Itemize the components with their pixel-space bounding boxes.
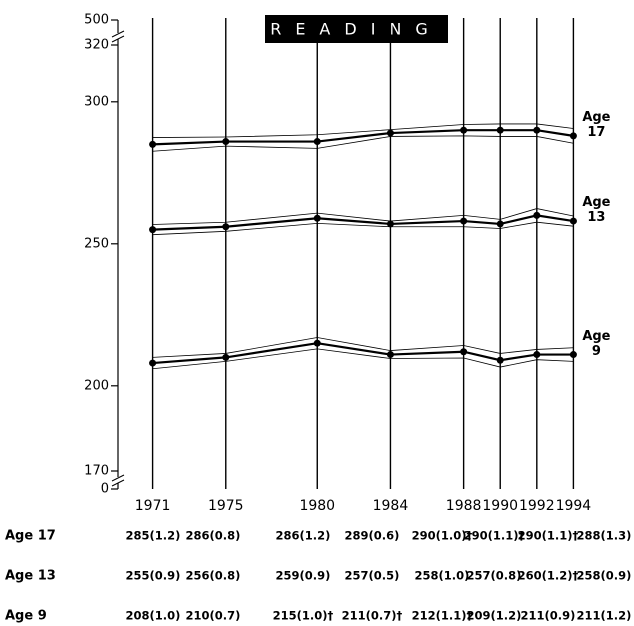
data-point [533, 351, 541, 359]
data-point [533, 211, 541, 219]
x-tick-label: 1971 [135, 498, 171, 514]
data-point [460, 217, 468, 225]
table-cell: 290(1.1)† [518, 529, 579, 543]
table-cell: 290(1.1)† [464, 529, 525, 543]
table-cell: 258(1.0) [415, 569, 470, 583]
axis-break [111, 30, 125, 38]
y-tick-label: 0 [101, 482, 109, 497]
table-cell: 211(0.7)† [342, 609, 403, 623]
confidence-band [152, 348, 574, 370]
data-point [222, 353, 230, 361]
x-tick-label: 1992 [519, 498, 555, 514]
table-cell: 290(1.0)† [412, 529, 473, 543]
table-cell: 211(1.2) [577, 609, 632, 623]
confidence-band [152, 135, 574, 152]
confidence-band [152, 221, 574, 236]
data-point [386, 129, 394, 137]
title-box [265, 15, 448, 43]
axis-break [111, 479, 125, 487]
row-label: Age 17 [5, 529, 56, 544]
data-point [386, 220, 394, 228]
table-cell: 257(0.5) [345, 569, 400, 583]
y-tick-label: 500 [84, 13, 109, 28]
y-tick-label: 300 [84, 94, 109, 109]
x-tick-label: 1994 [556, 498, 592, 514]
table-cell: 286(0.8) [186, 529, 241, 543]
chart-title: READING [270, 20, 442, 39]
table-cell: 256(0.8) [186, 569, 241, 583]
data-point [313, 214, 321, 222]
data-point [569, 351, 577, 359]
data-point [149, 140, 157, 148]
table-cell: 288(1.3) [577, 529, 632, 543]
data-point [149, 359, 157, 367]
table-cell: 285(1.2) [126, 529, 181, 543]
x-tick-label: 1984 [373, 498, 409, 514]
data-point [313, 138, 321, 146]
axis-break [111, 474, 125, 482]
data-point [313, 339, 321, 347]
series-line [152, 129, 574, 146]
data-point [496, 356, 504, 364]
data-point [496, 220, 504, 228]
table-cell: 215(1.0)† [273, 609, 334, 623]
y-tick-label: 200 [84, 378, 109, 393]
x-tick-label: 1980 [299, 498, 335, 514]
data-point [460, 348, 468, 356]
data-point [222, 223, 230, 231]
series-label: Age 13 [582, 195, 611, 226]
series-line [152, 214, 574, 231]
table-cell: 257(0.8) [467, 569, 522, 583]
data-point [222, 138, 230, 146]
confidence-band [152, 337, 574, 358]
data-point [533, 126, 541, 134]
series-label: Age 9 [582, 328, 611, 359]
y-tick-label: 320 [84, 38, 109, 53]
row-label: Age 13 [5, 569, 56, 584]
table-cell: 255(0.9) [126, 569, 181, 583]
x-tick-label: 1988 [446, 498, 482, 514]
data-point [569, 132, 577, 140]
y-tick-label: 170 [84, 464, 109, 479]
data-point [149, 226, 157, 234]
table-cell: 209(1.2) [467, 609, 522, 623]
table-cell: 258(0.9) [577, 569, 632, 583]
series-label: Age 17 [582, 109, 611, 140]
data-point [386, 351, 394, 359]
table-cell: 259(0.9) [276, 569, 331, 583]
series-line [152, 342, 574, 365]
confidence-band [152, 123, 574, 138]
axis-break [111, 35, 125, 43]
row-label: Age 9 [5, 609, 47, 624]
data-point [496, 126, 504, 134]
x-tick-label: 1990 [482, 498, 518, 514]
table-cell: 208(1.0) [126, 609, 181, 623]
table-cell: 210(0.7) [186, 609, 241, 623]
table-cell: 260(1.2)† [518, 569, 579, 583]
table-cell: 212(1.1)† [412, 609, 473, 623]
x-tick-label: 1975 [208, 498, 244, 514]
data-point [460, 126, 468, 134]
y-tick-label: 250 [84, 236, 109, 251]
data-point [569, 217, 577, 225]
table-cell: 211(0.9) [521, 609, 576, 623]
confidence-band [152, 208, 574, 225]
table-cell: 286(1.2) [276, 529, 331, 543]
table-cell: 289(0.6) [345, 529, 400, 543]
